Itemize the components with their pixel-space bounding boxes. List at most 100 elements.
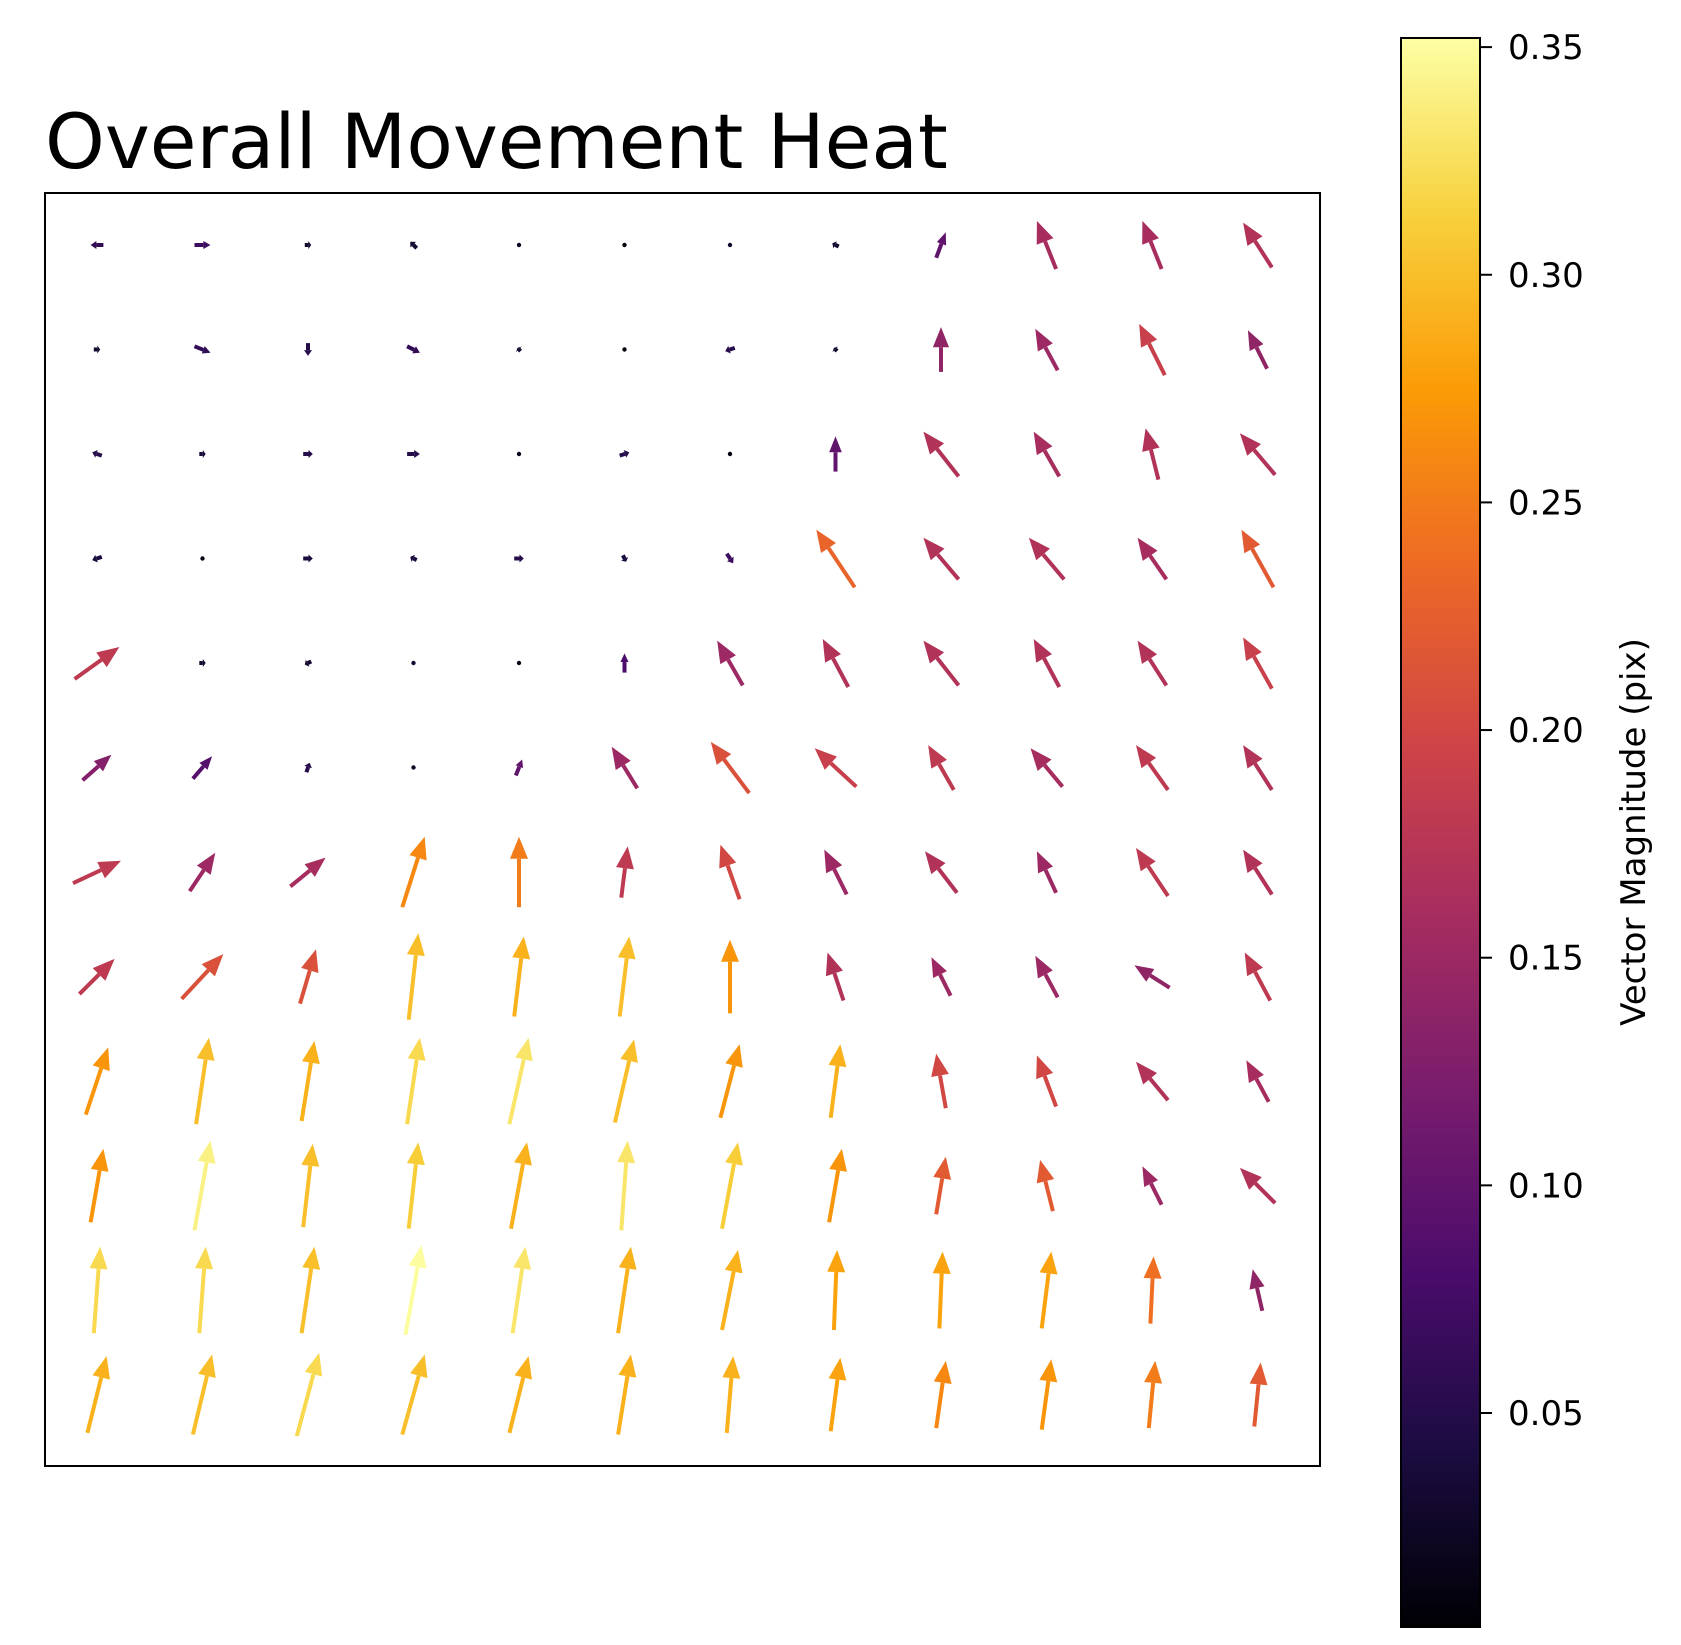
quiver-arrow bbox=[191, 756, 213, 781]
quiver-arrow bbox=[89, 1246, 108, 1334]
colorbar-tick-label: 0.30 bbox=[1508, 256, 1584, 296]
quiver-arrow bbox=[194, 1037, 215, 1125]
quiver-arrow bbox=[73, 647, 120, 681]
colorbar-tick-label: 0.20 bbox=[1508, 711, 1584, 751]
quiver-arrow bbox=[405, 1037, 426, 1125]
quiver-arrow bbox=[710, 741, 751, 795]
quiver-arrow bbox=[85, 1356, 110, 1434]
quiver-arrow bbox=[407, 450, 420, 458]
quiver-arrow bbox=[1035, 955, 1060, 999]
quiver-arrow bbox=[622, 242, 627, 248]
quiver-arrow bbox=[72, 860, 121, 886]
quiver-arrow bbox=[1033, 639, 1062, 688]
quiver-arrow bbox=[923, 640, 961, 687]
quiver-arrow bbox=[814, 748, 858, 789]
quiver-arrow bbox=[92, 554, 103, 563]
quiver-arrow bbox=[1036, 1159, 1055, 1212]
quiver-arrow bbox=[514, 554, 524, 563]
quiver-arrow bbox=[406, 933, 425, 1020]
quiver-arrow bbox=[616, 1354, 637, 1435]
quiver-arrow bbox=[406, 1142, 425, 1229]
quiver-arrow bbox=[92, 450, 103, 458]
colorbar-tick-label: 0.15 bbox=[1508, 939, 1584, 979]
quiver-arrow bbox=[1243, 849, 1274, 896]
quiver-arrow bbox=[827, 1250, 846, 1331]
quiver-arrow bbox=[1249, 1269, 1265, 1312]
quiver-arrow bbox=[931, 957, 953, 997]
quiver-arrow bbox=[725, 552, 734, 564]
quiver-arrow bbox=[617, 936, 636, 1017]
quiver-arrow bbox=[1028, 537, 1066, 581]
quiver-arrow bbox=[509, 1142, 532, 1230]
quiver-arrow bbox=[616, 846, 634, 898]
quiver-arrow bbox=[303, 554, 313, 563]
quiver-arrow bbox=[828, 1044, 847, 1119]
quiver-arrow bbox=[1136, 1061, 1170, 1102]
quiver-arrow bbox=[923, 431, 961, 478]
quiver-arrow bbox=[621, 554, 629, 562]
quiver-arrow bbox=[516, 451, 522, 457]
quiver-arrow bbox=[1243, 222, 1274, 269]
quiver-arrow bbox=[620, 653, 629, 673]
quiver-arrow bbox=[721, 939, 739, 1014]
quiver-arrow bbox=[299, 1041, 320, 1122]
quiver-arrow bbox=[400, 1354, 428, 1436]
quiver-arrow bbox=[516, 242, 522, 248]
quiver-arrow bbox=[934, 232, 947, 259]
quiver-arrow bbox=[832, 346, 839, 353]
quiver-arrow bbox=[304, 762, 312, 773]
quiver-arrow bbox=[822, 639, 851, 688]
quiver-arrow bbox=[188, 852, 216, 893]
quiver-arrow bbox=[931, 1053, 949, 1109]
quiver-arrow bbox=[507, 1356, 532, 1434]
quiver-arrow bbox=[1136, 745, 1170, 792]
quiver-arrow bbox=[1243, 745, 1274, 791]
quiver-arrow bbox=[1033, 431, 1062, 478]
quiver-arrow bbox=[1039, 1359, 1058, 1430]
quiver-arrow bbox=[299, 1246, 321, 1334]
quiver-arrow bbox=[403, 1245, 427, 1336]
quiver-arrows bbox=[72, 221, 1277, 1437]
quiver-arrow bbox=[1136, 848, 1170, 898]
quiver-arrow bbox=[1239, 433, 1277, 477]
quiver-arrow bbox=[727, 242, 733, 248]
quiver-arrow bbox=[304, 241, 312, 249]
quiver-arrow bbox=[411, 660, 416, 666]
quiver-arrow bbox=[616, 1246, 637, 1334]
quiver-arrow bbox=[1142, 221, 1164, 270]
quiver-arrow bbox=[925, 851, 959, 895]
quiver-arrow bbox=[289, 857, 326, 888]
quiver-arrow bbox=[828, 1357, 847, 1432]
quiver-arrow bbox=[1030, 748, 1065, 788]
quiver-arrow bbox=[1137, 537, 1169, 581]
quiver-arrow bbox=[1144, 1360, 1163, 1429]
quiver-arrow bbox=[617, 1140, 636, 1231]
quiver-arrow bbox=[718, 1044, 743, 1119]
quiver-arrow bbox=[93, 345, 101, 354]
quiver-arrow bbox=[1035, 328, 1060, 372]
quiver-arrow bbox=[611, 746, 640, 790]
quiver-arrow bbox=[81, 754, 112, 782]
quiver-arrow bbox=[400, 836, 427, 908]
quiver-arrow bbox=[510, 1246, 532, 1334]
quiver-arrow bbox=[1243, 637, 1274, 690]
quiver-arrow bbox=[301, 1143, 320, 1228]
quiver-arrow bbox=[933, 1156, 952, 1215]
quiver-arrow bbox=[200, 556, 205, 561]
quiver-arrow bbox=[1247, 330, 1269, 370]
colorbar-tick-label: 0.05 bbox=[1508, 1394, 1584, 1434]
quiver-arrow bbox=[193, 344, 211, 354]
quiver-arrow bbox=[928, 745, 956, 791]
quiver-arrow bbox=[195, 1246, 214, 1334]
quiver-arrow bbox=[612, 1039, 638, 1124]
quiver-arrow bbox=[1142, 1166, 1164, 1206]
quiver-arrow bbox=[725, 345, 736, 354]
quiver-arrow bbox=[192, 1140, 216, 1231]
quiver-arrow bbox=[1249, 1362, 1268, 1427]
plot-frame bbox=[44, 192, 1321, 1467]
quiver-arrow bbox=[1036, 221, 1058, 270]
quiver-arrow bbox=[513, 759, 524, 777]
quiver-arrow bbox=[516, 660, 522, 666]
quiver-arrow bbox=[298, 949, 319, 1005]
